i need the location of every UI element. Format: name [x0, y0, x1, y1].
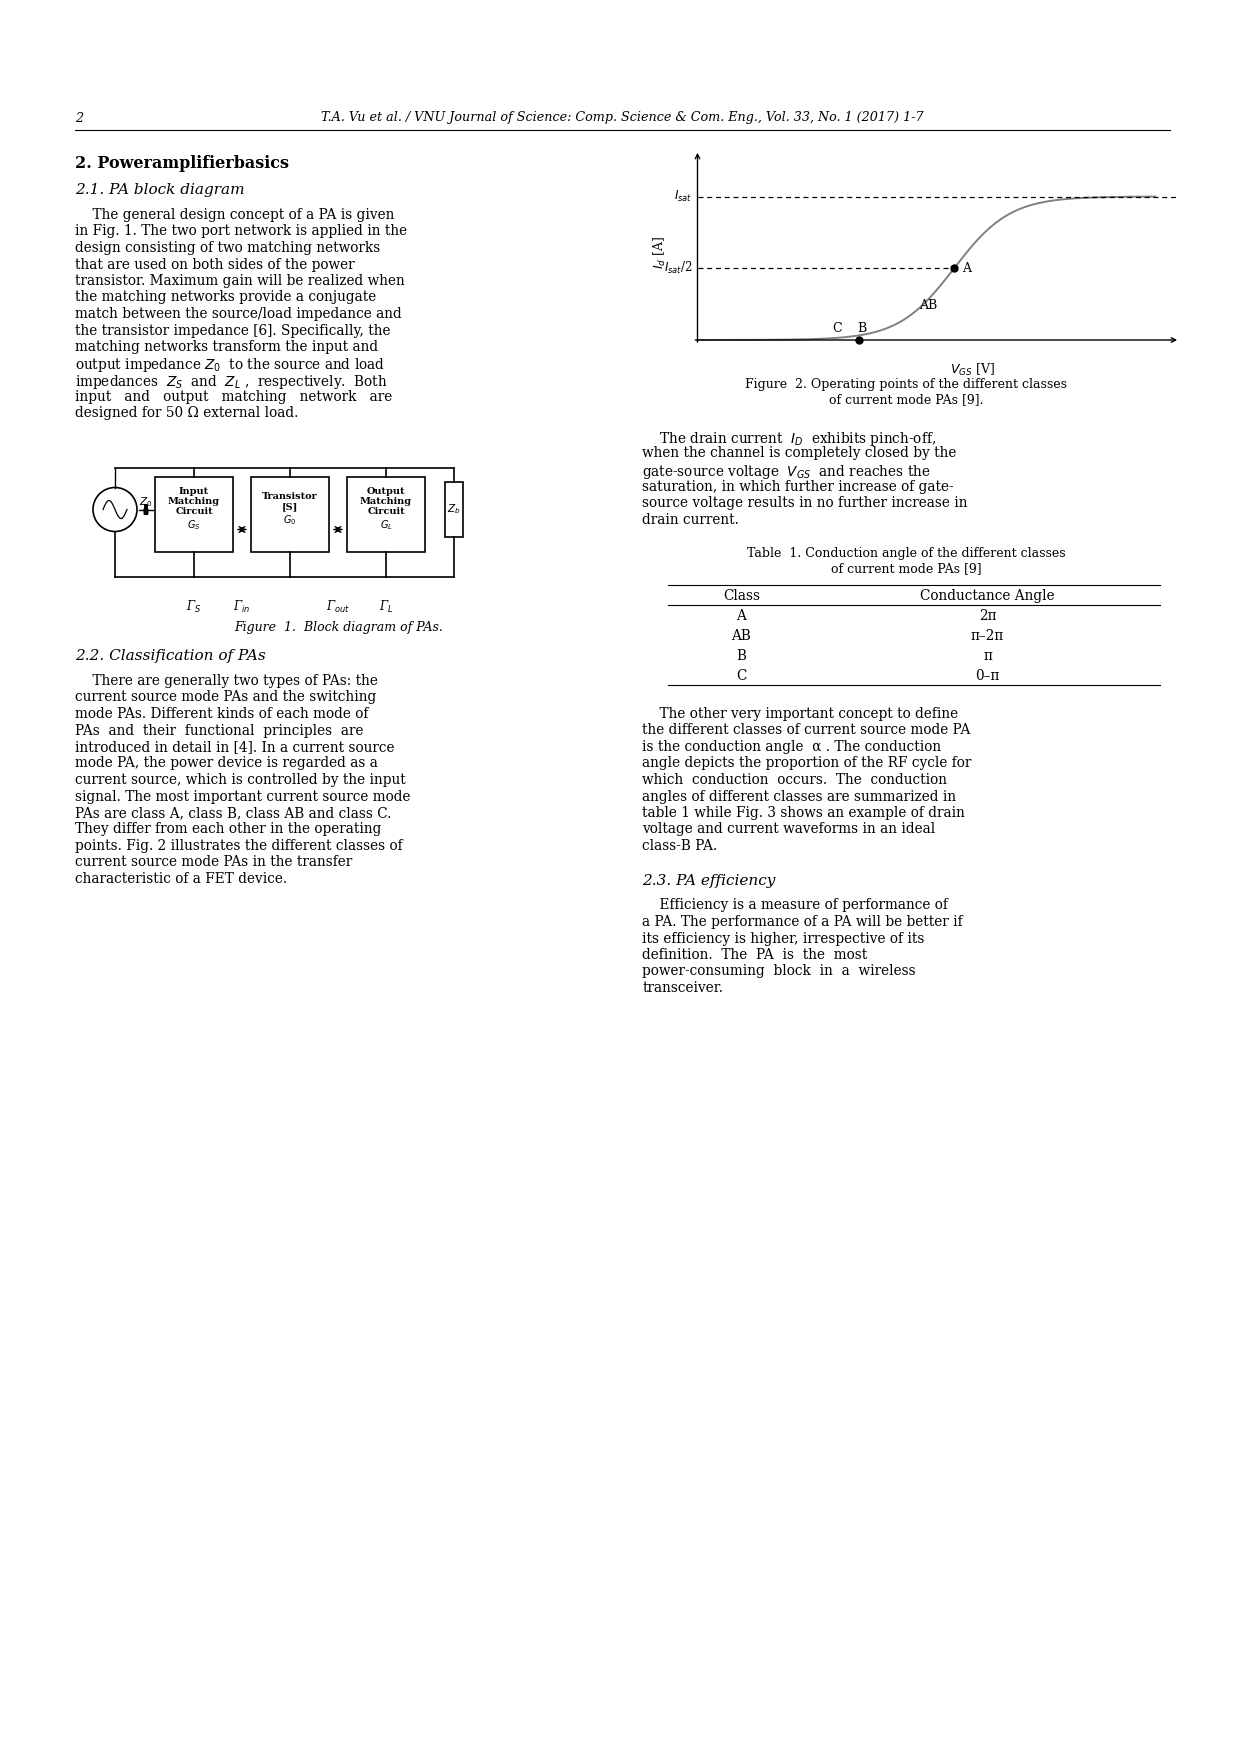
Text: its efficiency is higher, irrespective of its: its efficiency is higher, irrespective o…: [642, 931, 925, 945]
Text: $V_{GS}$ [V]: $V_{GS}$ [V]: [950, 361, 994, 379]
Text: which  conduction  occurs.  The  conduction: which conduction occurs. The conduction: [642, 774, 947, 788]
Text: A: A: [962, 261, 971, 275]
Text: 2.1. PA block diagram: 2.1. PA block diagram: [74, 182, 244, 196]
Text: angles of different classes are summarized in: angles of different classes are summariz…: [642, 789, 956, 803]
Text: a PA. The performance of a PA will be better if: a PA. The performance of a PA will be be…: [642, 916, 963, 930]
Text: drain current.: drain current.: [642, 512, 739, 526]
Text: that are used on both sides of the power: that are used on both sides of the power: [74, 258, 355, 272]
Text: design consisting of two matching networks: design consisting of two matching networ…: [74, 240, 381, 254]
Text: C: C: [832, 321, 842, 335]
Text: Figure  1.  Block diagram of PAs.: Figure 1. Block diagram of PAs.: [234, 621, 443, 633]
Text: matching networks transform the input and: matching networks transform the input an…: [74, 340, 378, 354]
Text: The other very important concept to define: The other very important concept to defi…: [642, 707, 959, 721]
Text: B: B: [737, 649, 746, 663]
Text: AB: AB: [732, 630, 751, 644]
Text: $Z_b$: $Z_b$: [448, 503, 461, 516]
Bar: [155, 477, 233, 553]
Text: current source, which is controlled by the input: current source, which is controlled by t…: [74, 774, 405, 788]
Text: the transistor impedance [6]. Specifically, the: the transistor impedance [6]. Specifical…: [74, 323, 391, 337]
Text: The general design concept of a PA is given: The general design concept of a PA is gi…: [74, 209, 394, 223]
Text: π: π: [983, 649, 992, 663]
Text: 2π: 2π: [978, 609, 997, 623]
Bar: [347, 477, 425, 553]
Text: Class: Class: [723, 589, 760, 603]
Text: is the conduction angle  α . The conduction: is the conduction angle α . The conducti…: [642, 740, 941, 754]
Text: Γ$_{out}$: Γ$_{out}$: [326, 600, 350, 616]
Text: input   and   output   matching   network   are: input and output matching network are: [74, 389, 392, 403]
Text: of current mode PAs [9]: of current mode PAs [9]: [831, 561, 982, 575]
Text: Table  1. Conduction angle of the different classes: Table 1. Conduction angle of the differe…: [746, 547, 1065, 560]
Text: PAs are class A, class B, class AB and class C.: PAs are class A, class B, class AB and c…: [74, 807, 392, 821]
Text: $I_{sat}$: $I_{sat}$: [675, 189, 692, 203]
Text: the matching networks provide a conjugate: the matching networks provide a conjugat…: [74, 291, 376, 305]
Text: transistor. Maximum gain will be realized when: transistor. Maximum gain will be realize…: [74, 274, 404, 288]
Text: T.A. Vu et al. / VNU Journal of Science: Comp. Science & Com. Eng., Vol. 33, No.: T.A. Vu et al. / VNU Journal of Science:…: [321, 112, 924, 125]
Text: Conductance Angle: Conductance Angle: [920, 589, 1055, 603]
Text: the different classes of current source mode PA: the different classes of current source …: [642, 723, 971, 737]
Text: Output
Matching
Circuit
$G_L$: Output Matching Circuit $G_L$: [360, 486, 412, 531]
Text: Input
Matching
Circuit
$G_S$: Input Matching Circuit $G_S$: [167, 486, 219, 531]
Text: characteristic of a FET device.: characteristic of a FET device.: [74, 872, 288, 886]
Text: mode PAs. Different kinds of each mode of: mode PAs. Different kinds of each mode o…: [74, 707, 368, 721]
Text: Transistor
[S]
$G_0$: Transistor [S] $G_0$: [262, 491, 317, 528]
Text: 2.3. PA efficiency: 2.3. PA efficiency: [642, 873, 776, 888]
Text: angle depicts the proportion of the RF cycle for: angle depicts the proportion of the RF c…: [642, 756, 972, 770]
Text: power-consuming  block  in  a  wireless: power-consuming block in a wireless: [642, 965, 916, 979]
Text: class-B PA.: class-B PA.: [642, 838, 718, 852]
Text: transceiver.: transceiver.: [642, 980, 723, 995]
Text: 0–π: 0–π: [976, 668, 999, 682]
Text: match between the source/load impedance and: match between the source/load impedance …: [74, 307, 402, 321]
Text: Γ$_S$: Γ$_S$: [186, 600, 202, 616]
Text: $I_{sat}$/2: $I_{sat}$/2: [663, 260, 692, 277]
Text: output impedance $Z_0$  to the source and load: output impedance $Z_0$ to the source and…: [74, 356, 386, 375]
Text: $Z_0$: $Z_0$: [139, 495, 153, 509]
Text: designed for 50 Ω external load.: designed for 50 Ω external load.: [74, 405, 299, 419]
Text: π–2π: π–2π: [971, 630, 1004, 644]
Text: signal. The most important current source mode: signal. The most important current sourc…: [74, 789, 410, 803]
Text: B: B: [858, 321, 867, 335]
Text: There are generally two types of PAs: the: There are generally two types of PAs: th…: [74, 674, 378, 688]
Text: in Fig. 1. The two port network is applied in the: in Fig. 1. The two port network is appli…: [74, 225, 407, 239]
Text: $I_d$ [A]: $I_d$ [A]: [651, 235, 667, 268]
Text: A: A: [737, 609, 746, 623]
Text: Γ$_L$: Γ$_L$: [378, 600, 393, 616]
Text: 2.2. Classification of PAs: 2.2. Classification of PAs: [74, 649, 265, 663]
Text: C: C: [737, 668, 746, 682]
Text: when the channel is completely closed by the: when the channel is completely closed by…: [642, 447, 957, 461]
Text: current source mode PAs and the switching: current source mode PAs and the switchin…: [74, 691, 376, 705]
Text: Γ$_{in}$: Γ$_{in}$: [233, 600, 250, 616]
Text: points. Fig. 2 illustrates the different classes of: points. Fig. 2 illustrates the different…: [74, 838, 403, 852]
Bar: [250, 477, 329, 553]
Text: Efficiency is a measure of performance of: Efficiency is a measure of performance o…: [642, 898, 949, 912]
Text: mode PA, the power device is regarded as a: mode PA, the power device is regarded as…: [74, 756, 378, 770]
Text: source voltage results in no further increase in: source voltage results in no further inc…: [642, 496, 968, 510]
Text: definition.  The  PA  is  the  most: definition. The PA is the most: [642, 947, 868, 961]
Text: current source mode PAs in the transfer: current source mode PAs in the transfer: [74, 856, 352, 870]
Text: introduced in detail in [4]. In a current source: introduced in detail in [4]. In a curren…: [74, 740, 394, 754]
Text: 2: 2: [74, 112, 83, 125]
Text: AB: AB: [920, 300, 937, 312]
Text: table 1 while Fig. 3 shows an example of drain: table 1 while Fig. 3 shows an example of…: [642, 807, 966, 821]
Text: voltage and current waveforms in an ideal: voltage and current waveforms in an idea…: [642, 823, 936, 837]
Text: gate-source voltage  $V_{GS}$  and reaches the: gate-source voltage $V_{GS}$ and reaches…: [642, 463, 931, 481]
Text: PAs  and  their  functional  principles  are: PAs and their functional principles are: [74, 723, 363, 737]
Text: The drain current  $I_D$  exhibits pinch-off,: The drain current $I_D$ exhibits pinch-o…: [642, 430, 936, 447]
Bar: [445, 482, 463, 537]
Text: Figure  2. Operating points of the different classes
of current mode PAs [9].: Figure 2. Operating points of the differ…: [745, 379, 1068, 405]
Text: 2. Poweramplifierbasics: 2. Poweramplifierbasics: [74, 154, 289, 172]
Text: They differ from each other in the operating: They differ from each other in the opera…: [74, 823, 382, 837]
Text: saturation, in which further increase of gate-: saturation, in which further increase of…: [642, 479, 954, 493]
Text: impedances  $Z_S$  and  $Z_L$ ,  respectively.  Both: impedances $Z_S$ and $Z_L$ , respectivel…: [74, 374, 388, 391]
